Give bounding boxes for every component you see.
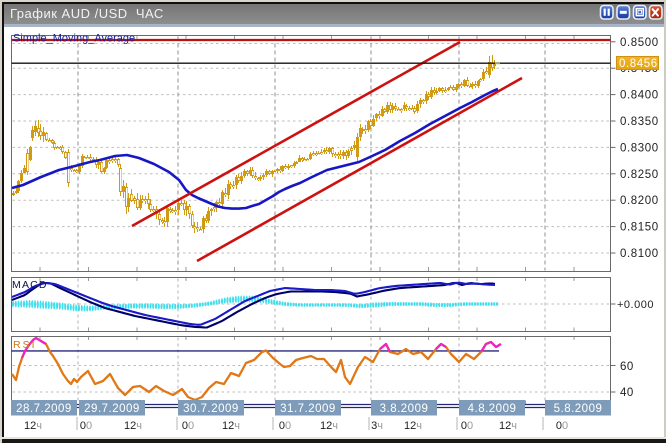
svg-text:3ч: 3ч: [371, 420, 383, 432]
svg-text:40: 40: [620, 387, 634, 399]
svg-text:00: 00: [279, 420, 291, 432]
svg-text:0.8150: 0.8150: [620, 222, 659, 234]
svg-text:Simple_Moving_Average: Simple_Moving_Average: [13, 33, 135, 45]
svg-text:График AUD /USD ЧАС: График AUD /USD ЧАС: [10, 6, 164, 21]
svg-text:29.7.2009: 29.7.2009: [84, 403, 140, 415]
svg-text:0.8100: 0.8100: [620, 248, 659, 260]
svg-text:12ч: 12ч: [499, 420, 517, 432]
svg-text:00: 00: [182, 420, 194, 432]
svg-text:00: 00: [80, 420, 92, 432]
svg-text:12ч: 12ч: [404, 420, 422, 432]
svg-text:12ч: 12ч: [320, 420, 338, 432]
svg-text:00: 00: [461, 420, 473, 432]
svg-text:0.8500: 0.8500: [620, 37, 659, 49]
svg-text:30.7.2009: 30.7.2009: [183, 403, 239, 415]
svg-text:60: 60: [620, 361, 634, 373]
svg-text:0.8350: 0.8350: [620, 116, 659, 128]
svg-text:0.8300: 0.8300: [620, 142, 659, 154]
svg-text:28.7.2009: 28.7.2009: [16, 403, 72, 415]
svg-text:+0.000: +0.000: [617, 299, 654, 311]
svg-text:0.8250: 0.8250: [620, 169, 659, 181]
svg-text:MACD: MACD: [12, 279, 48, 291]
svg-text:31.7.2009: 31.7.2009: [280, 403, 336, 415]
svg-text:12ч: 12ч: [222, 420, 240, 432]
svg-text:12ч: 12ч: [124, 420, 142, 432]
svg-text:00: 00: [556, 420, 568, 432]
svg-text:4.8.2009: 4.8.2009: [468, 403, 517, 415]
svg-text:3.8.2009: 3.8.2009: [380, 403, 429, 415]
svg-text:RSI: RSI: [13, 339, 37, 351]
svg-text:5.8.2009: 5.8.2009: [554, 403, 603, 415]
svg-text:12ч: 12ч: [24, 420, 42, 432]
svg-text:0.8456: 0.8456: [619, 58, 658, 70]
svg-text:0.8200: 0.8200: [620, 195, 659, 207]
svg-text:0.8400: 0.8400: [620, 90, 659, 102]
